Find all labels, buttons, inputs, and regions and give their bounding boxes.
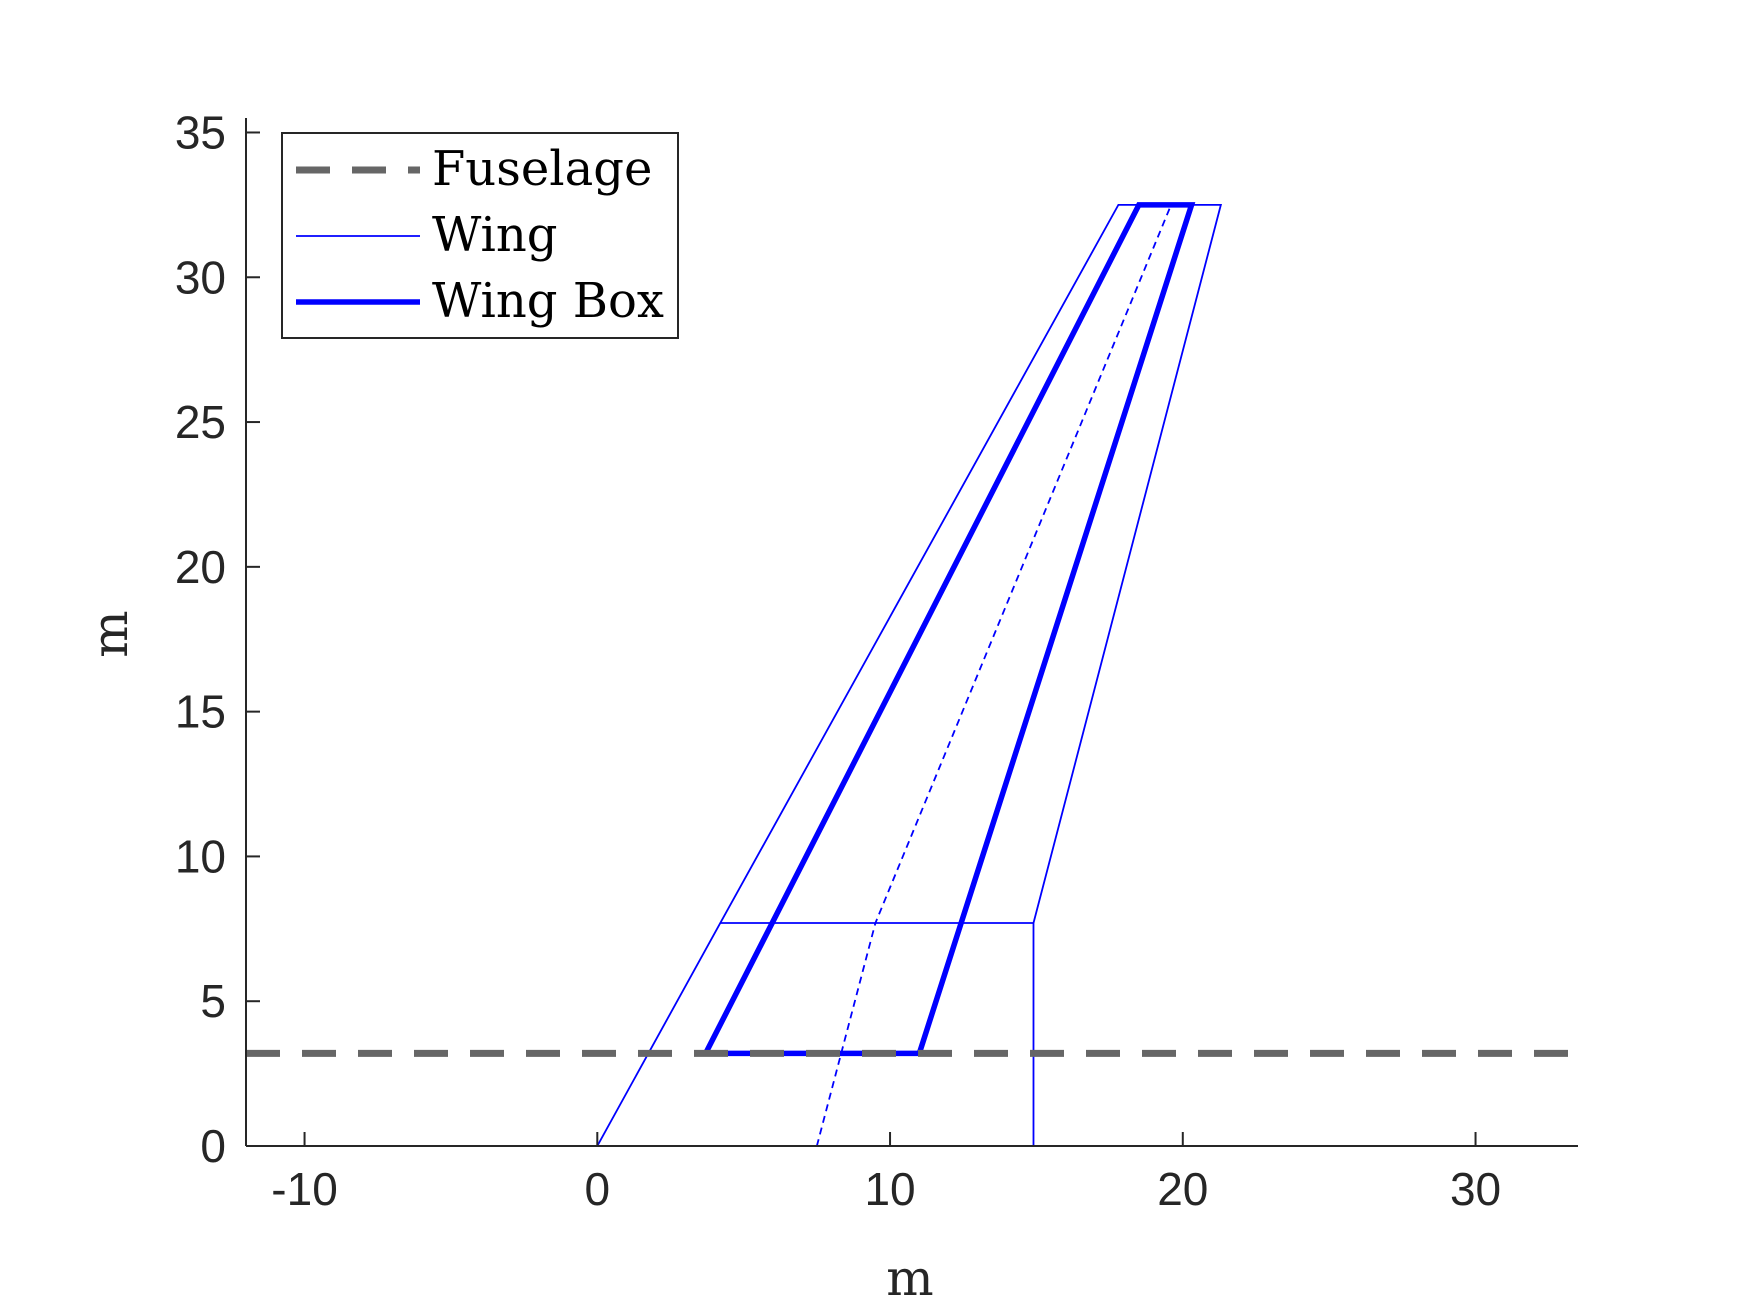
y-axis-ticks: 0 5 10 15 20 25 30 35: [175, 106, 260, 1172]
y-tick-label: 30: [175, 251, 226, 303]
x-tick-label: 30: [1450, 1163, 1501, 1215]
y-tick-label: 10: [175, 830, 226, 882]
axes: -10 0 10 20 30 0 5 10 15 20 25 30 35: [175, 106, 1578, 1215]
y-axis-title: m: [81, 610, 139, 657]
x-axis-title: m: [886, 1249, 933, 1307]
x-tick-label: 10: [864, 1163, 915, 1215]
wing-quarter-chord-line: [815, 204, 1172, 1147]
y-tick-label: 5: [200, 975, 226, 1027]
x-tick-label: -10: [271, 1163, 337, 1215]
y-tick-label: 35: [175, 106, 226, 158]
legend: Fuselage Wing Wing Box: [281, 132, 679, 339]
y-tick-label: 15: [175, 686, 226, 738]
legend-label: Wing: [432, 207, 557, 263]
x-tick-label: 0: [584, 1163, 610, 1215]
x-tick-label: 20: [1157, 1163, 1208, 1215]
x-axis-ticks: -10 0 10 20 30: [271, 1132, 1501, 1215]
y-tick-label: 25: [175, 396, 226, 448]
y-tick-label: 0: [200, 1120, 226, 1172]
legend-label: Wing Box: [432, 273, 664, 329]
y-tick-label: 20: [175, 541, 226, 593]
series-wing-box: [703, 202, 1196, 1057]
legend-label: Fuselage: [432, 141, 652, 197]
